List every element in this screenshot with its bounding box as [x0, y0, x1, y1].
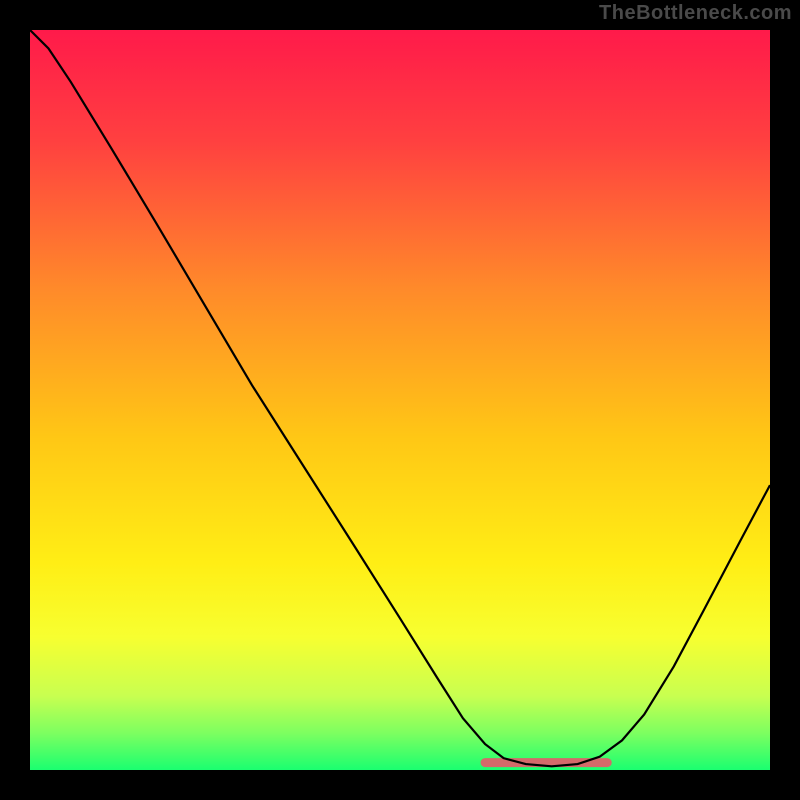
- watermark-text: TheBottleneck.com: [599, 2, 792, 25]
- bottleneck-curve-chart: [0, 0, 800, 800]
- chart-container: TheBottleneck.com: [0, 0, 800, 800]
- plot-background: [30, 30, 770, 770]
